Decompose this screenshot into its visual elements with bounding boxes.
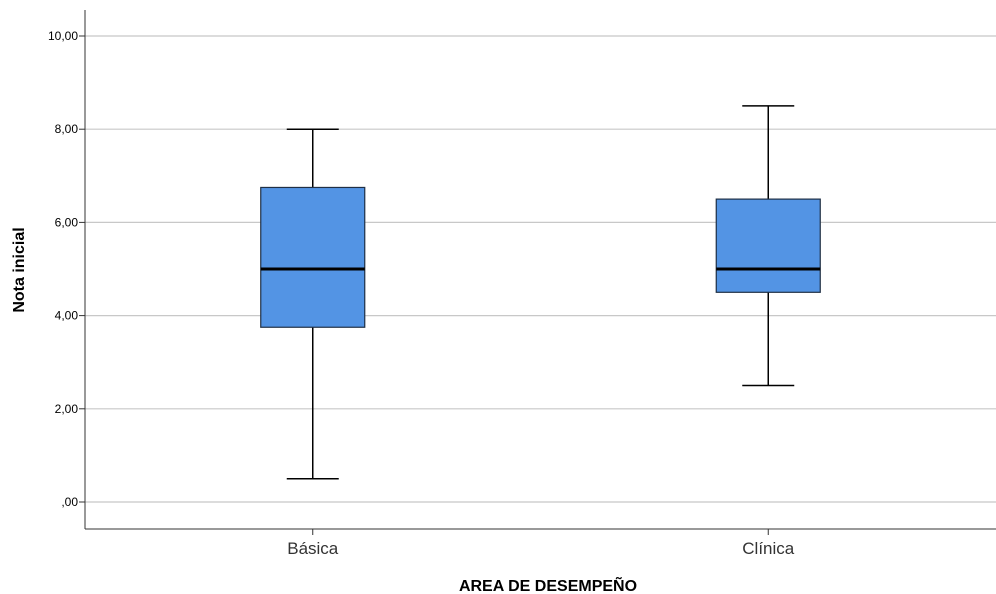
box-series [260,105,821,480]
gridlines [85,35,996,503]
y-tick-label: 4,00 [55,309,79,323]
y-axis-title: Nota inicial [11,227,28,312]
x-category-label: Clínica [742,539,795,558]
box-2 [715,105,821,387]
iqr-box [715,198,821,293]
x-axis-title: AREA DE DESEMPEÑO [459,575,637,594]
x-axis-categories: Básica Clínica [287,529,795,558]
y-tick-label: 10,00 [48,29,78,43]
iqr-box [260,186,366,328]
y-tick-label: 8,00 [55,122,79,136]
y-tick-label: ,00 [61,495,78,509]
y-tick-label: 6,00 [55,215,79,229]
x-category-label: Básica [287,539,339,558]
y-axis-ticks: ,00 2,00 4,00 6,00 8,00 10,00 [48,29,85,509]
y-tick-label: 2,00 [55,402,79,416]
box-1 [260,128,366,480]
